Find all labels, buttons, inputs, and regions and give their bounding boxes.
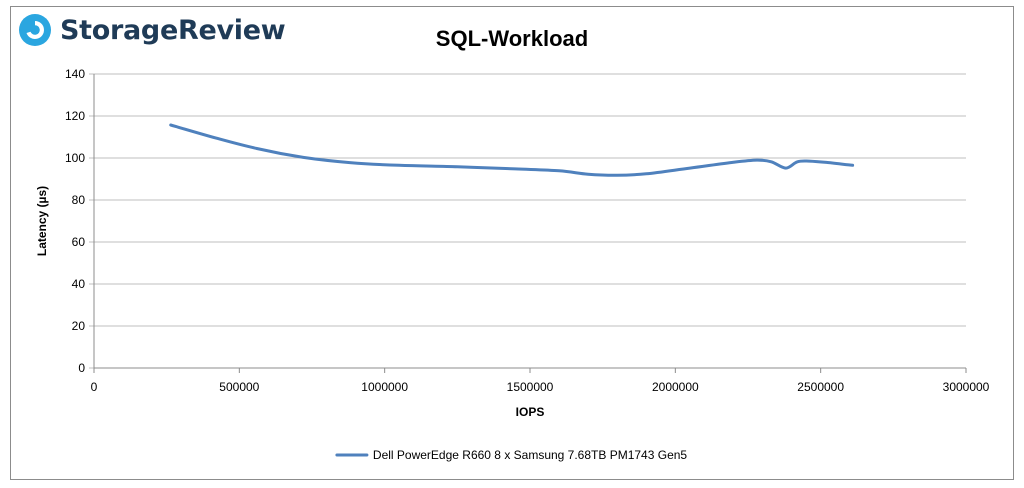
- y-axis-label: Latency (µs): [35, 186, 49, 256]
- chart-grid: [89, 73, 966, 369]
- brand-logo: StorageReview: [18, 10, 286, 50]
- x-tick-label: 0: [91, 380, 98, 394]
- y-axis-ticks: 0 20 40 60 80 100 120 140: [65, 67, 85, 375]
- y-tick-label: 40: [72, 277, 86, 291]
- brand-name: StorageReview: [60, 14, 286, 46]
- x-tick-label: 2500000: [797, 380, 844, 394]
- legend[interactable]: Dell PowerEdge R660 8 x Samsung 7.68TB P…: [335, 448, 688, 462]
- y-tick-label: 20: [72, 319, 86, 333]
- x-tick-label: 500000: [219, 380, 259, 394]
- series-line: [169, 123, 855, 177]
- legend-label: Dell PowerEdge R660 8 x Samsung 7.68TB P…: [373, 448, 688, 462]
- y-tick-label: 120: [65, 109, 85, 123]
- x-axis-ticks: 0 500000 1000000 1500000 2000000 2500000 30000…: [91, 368, 990, 394]
- y-tick-label: 140: [65, 67, 85, 81]
- x-tick-label: 1000000: [361, 380, 408, 394]
- storagereview-logo-icon: [19, 14, 51, 46]
- chart-frame: [10, 6, 1014, 480]
- chart-title: SQL-Workload: [436, 26, 588, 51]
- y-tick-label: 60: [72, 235, 86, 249]
- x-tick-label: 1500000: [507, 380, 554, 394]
- x-axis-label: IOPS: [516, 405, 545, 419]
- x-tick-label: 2000000: [652, 380, 699, 394]
- y-tick-label: 100: [65, 151, 85, 165]
- y-tick-label: 0: [78, 361, 85, 375]
- series-layer: [169, 123, 855, 177]
- x-tick-label: 3000000: [943, 380, 990, 394]
- y-tick-label: 80: [72, 193, 86, 207]
